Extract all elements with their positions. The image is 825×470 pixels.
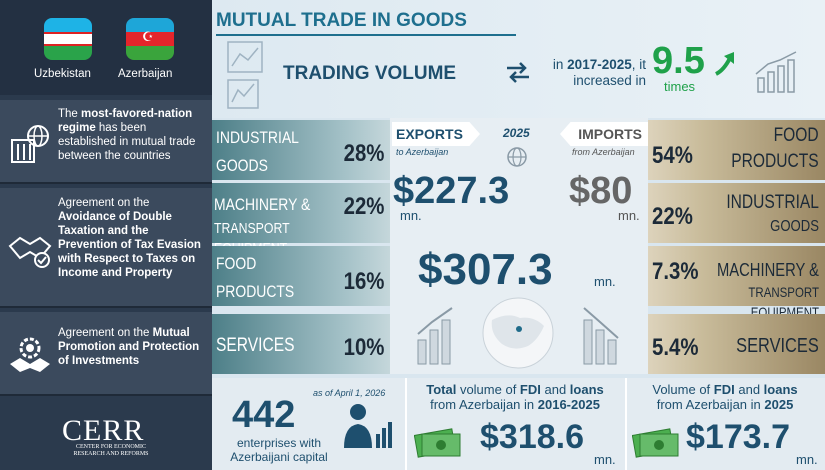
uzbekistan-label: Uzbekistan — [34, 68, 91, 80]
import-category: MACHINERY & TRANSPORT EQUIPMENT — [717, 260, 819, 320]
azerbaijan-label: Azerbaijan — [118, 68, 173, 80]
title-underline — [216, 34, 516, 36]
sidebar: ☪ Uzbekistan Azerbaijan The most-favored… — [0, 0, 212, 470]
exports-unit: mn. — [400, 208, 422, 223]
trading-volume-label: TRADING VOLUME — [283, 63, 457, 84]
enterprises-count: 442 — [232, 394, 296, 436]
exports-value: $227.3 — [393, 170, 510, 212]
double-taxation-text: Agreement on the Avoidance of Double Tax… — [58, 197, 201, 279]
fdi-2025-unit: mn. — [796, 452, 818, 467]
increase-text: in 2017-2025, it increased in — [552, 57, 646, 88]
import-percent: 7.3% — [652, 258, 699, 285]
rising-bars-icon — [417, 307, 453, 365]
import-percent: 5.4% — [652, 334, 699, 361]
chart-decoration-icon — [227, 41, 263, 109]
import-row-services: 5.4% SERVICES — [648, 314, 825, 374]
cerr-logo: CERR — [62, 414, 145, 447]
fdi-2025-text: Volume of FDI and loans from Azerbaijan … — [652, 382, 798, 412]
fdi-2025-card — [625, 378, 825, 470]
exports-sub: to Azerbaijan — [396, 147, 449, 157]
fdi-total-text: Total volume of FDI and loans from Azerb… — [426, 382, 604, 412]
money-icon — [414, 428, 461, 458]
increase-times-value: 9.5 — [652, 40, 705, 82]
cerr-logo-subtitle: CENTER FOR ECONOMIC RESEARCH AND REFORMS — [73, 444, 149, 457]
flags-panel: ☪ Uzbekistan Azerbaijan — [0, 0, 212, 95]
exports-tag: EXPORTS — [392, 122, 480, 146]
building-globe-icon — [11, 125, 49, 163]
money-icon — [632, 428, 679, 458]
as-of-date: as of April 1, 2026 — [313, 388, 386, 398]
import-percent: 54% — [652, 142, 693, 169]
export-row-services: SERVICES 10% — [212, 314, 390, 374]
export-percent: 10% — [343, 334, 385, 361]
falling-bars-icon — [583, 307, 619, 365]
year-label: 2025 — [503, 126, 530, 140]
export-category: INDUSTRIAL GOODS — [216, 128, 299, 175]
gear-handshake-icon — [10, 337, 50, 372]
mfn-block: The most-favored-nation regime has been … — [0, 100, 212, 184]
bottom-band — [212, 378, 825, 470]
total-trade-unit: mn. — [594, 274, 616, 289]
import-row-food: 54% FOOD PRODUCTS — [648, 120, 825, 180]
export-row-machinery: MACHINERY &TRANSPORT EQUIPMENT 22% — [212, 183, 390, 257]
export-category: FOOD PRODUCTS — [216, 254, 295, 301]
import-percent: 22% — [652, 203, 693, 230]
page-title: MUTUAL TRADE IN GOODS — [216, 10, 467, 31]
import-category: INDUSTRIAL GOODS — [726, 192, 819, 236]
import-row-machinery: 7.3% MACHINERY & TRANSPORT EQUIPMENT — [648, 246, 825, 320]
fdi-total-value: $318.6 — [480, 418, 584, 456]
imports-unit: mn. — [618, 208, 640, 223]
azerbaijan-flag-icon: ☪ — [126, 18, 174, 60]
export-row-industrial: INDUSTRIAL GOODS 28% — [212, 120, 390, 180]
enterprises-text: enterprises with Azerbaijani capital — [230, 436, 328, 464]
imports-value: $80 — [569, 170, 633, 212]
fdi-total-unit: mn. — [594, 452, 616, 467]
uzbekistan-flag-icon — [44, 18, 92, 60]
export-percent: 16% — [343, 268, 385, 295]
import-category: FOOD PRODUCTS — [731, 125, 819, 172]
header-band — [212, 0, 825, 118]
export-category: SERVICES — [216, 335, 295, 356]
import-row-industrial: 22% INDUSTRIAL GOODS — [648, 183, 825, 243]
total-trade-value: $307.3 — [418, 245, 553, 294]
globe-arrows-icon — [507, 147, 527, 167]
businessman-icon — [344, 404, 392, 448]
mfn-text: The most-favored-nation regime has been … — [58, 108, 196, 162]
imports-tag: IMPORTS — [560, 122, 648, 146]
investments-block: Agreement on the Mutual Promotion and Pr… — [0, 312, 212, 396]
times-label: times — [664, 79, 696, 94]
double-taxation-block: Agreement on the Avoidance of Double Tax… — [0, 188, 212, 308]
bar-chart-icon — [755, 51, 797, 93]
export-percent: 22% — [343, 193, 385, 220]
export-percent: 28% — [343, 140, 385, 167]
handshake-icon — [8, 236, 52, 268]
investments-text: Agreement on the Mutual Promotion and Pr… — [58, 327, 200, 367]
fdi-2025-value: $173.7 — [686, 418, 790, 456]
export-row-food: FOOD PRODUCTS 16% — [212, 246, 390, 306]
swap-arrows-icon — [507, 62, 529, 83]
fdi-total-card — [405, 378, 625, 470]
imports-sub: from Azerbaijan — [572, 147, 635, 157]
growth-arrow-icon — [715, 52, 734, 76]
globe-icon — [482, 297, 554, 369]
import-category: SERVICES — [736, 335, 819, 357]
